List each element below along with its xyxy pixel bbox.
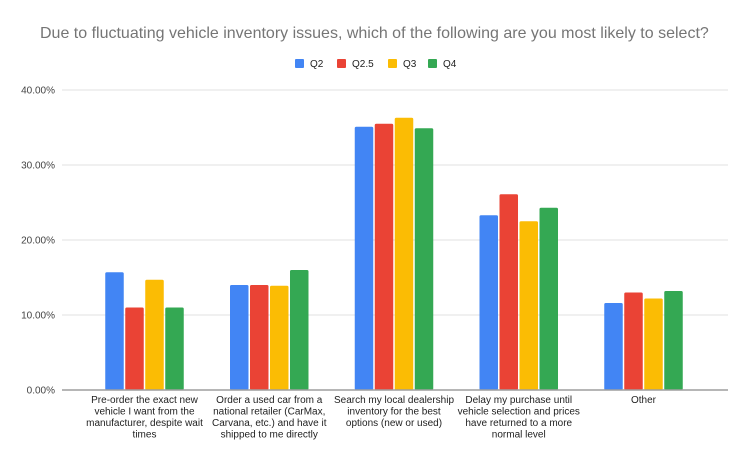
legend-swatch-q2[interactable] <box>295 59 304 68</box>
bar-q2-5-cat4[interactable] <box>499 194 519 390</box>
y-tick-label: 10.00% <box>21 311 55 322</box>
bar-q4-cat5[interactable] <box>664 291 683 390</box>
x-axis: Pre-order the exact new vehicle I want fr… <box>62 389 728 441</box>
bar-q2-5-cat3[interactable] <box>374 123 394 390</box>
y-tick-label: 40.00% <box>21 86 55 97</box>
bar-q2-cat5[interactable] <box>604 303 623 390</box>
bar-q2-5-cat5[interactable] <box>624 292 643 391</box>
legend-swatch-q4[interactable] <box>428 59 437 68</box>
bar-q2-cat2[interactable] <box>230 285 249 390</box>
bar-q2-5-cat2[interactable] <box>250 285 269 390</box>
bar-q4-cat3[interactable] <box>414 128 434 390</box>
bar-q2-cat3[interactable] <box>354 126 374 390</box>
legend-swatch-q3[interactable] <box>388 59 397 68</box>
bar-q2-cat1[interactable] <box>105 272 124 390</box>
legend-label-q3[interactable]: Q3 <box>403 59 417 70</box>
x-category-label: Search my local dealership inventory for … <box>334 395 454 429</box>
legend-label-q2-5[interactable]: Q2.5 <box>352 59 374 70</box>
legend-swatch-q2-5[interactable] <box>337 59 346 68</box>
x-category-label: Delay my purchase until vehicle selection… <box>458 395 580 441</box>
bar-q3-cat2[interactable] <box>270 285 289 390</box>
bar-q3-cat1[interactable] <box>145 279 164 390</box>
legend-label-q2[interactable]: Q2 <box>310 59 324 70</box>
bar-q3-cat4[interactable] <box>519 221 539 390</box>
chart-title: Due to fluctuating vehicle inventory iss… <box>40 25 709 42</box>
bar-q4-cat2[interactable] <box>290 270 309 390</box>
bar-q2-cat4[interactable] <box>479 215 499 390</box>
y-tick-label: 20.00% <box>21 236 55 247</box>
y-tick-label: 0.00% <box>27 386 55 397</box>
legend: Q2 Q2.5 Q3 Q4 <box>295 59 457 70</box>
bar-q4-cat1[interactable] <box>165 307 184 391</box>
bar-q2-5-cat1[interactable] <box>125 307 144 391</box>
bar-q4-cat4[interactable] <box>539 207 559 390</box>
y-axis: 0.00% 10.00% 20.00% 30.00% 40.00% <box>21 86 55 397</box>
legend-label-q4[interactable]: Q4 <box>443 59 457 70</box>
x-category-label: Other <box>631 395 657 406</box>
y-tick-label: 30.00% <box>21 161 55 172</box>
x-category-label: Order a used car from a national retailer… <box>212 395 327 441</box>
x-category-label: Pre-order the exact new vehicle I want fr… <box>86 395 203 441</box>
bar-q3-cat5[interactable] <box>644 298 663 391</box>
bar-q3-cat3[interactable] <box>394 117 414 390</box>
bars <box>105 117 683 391</box>
